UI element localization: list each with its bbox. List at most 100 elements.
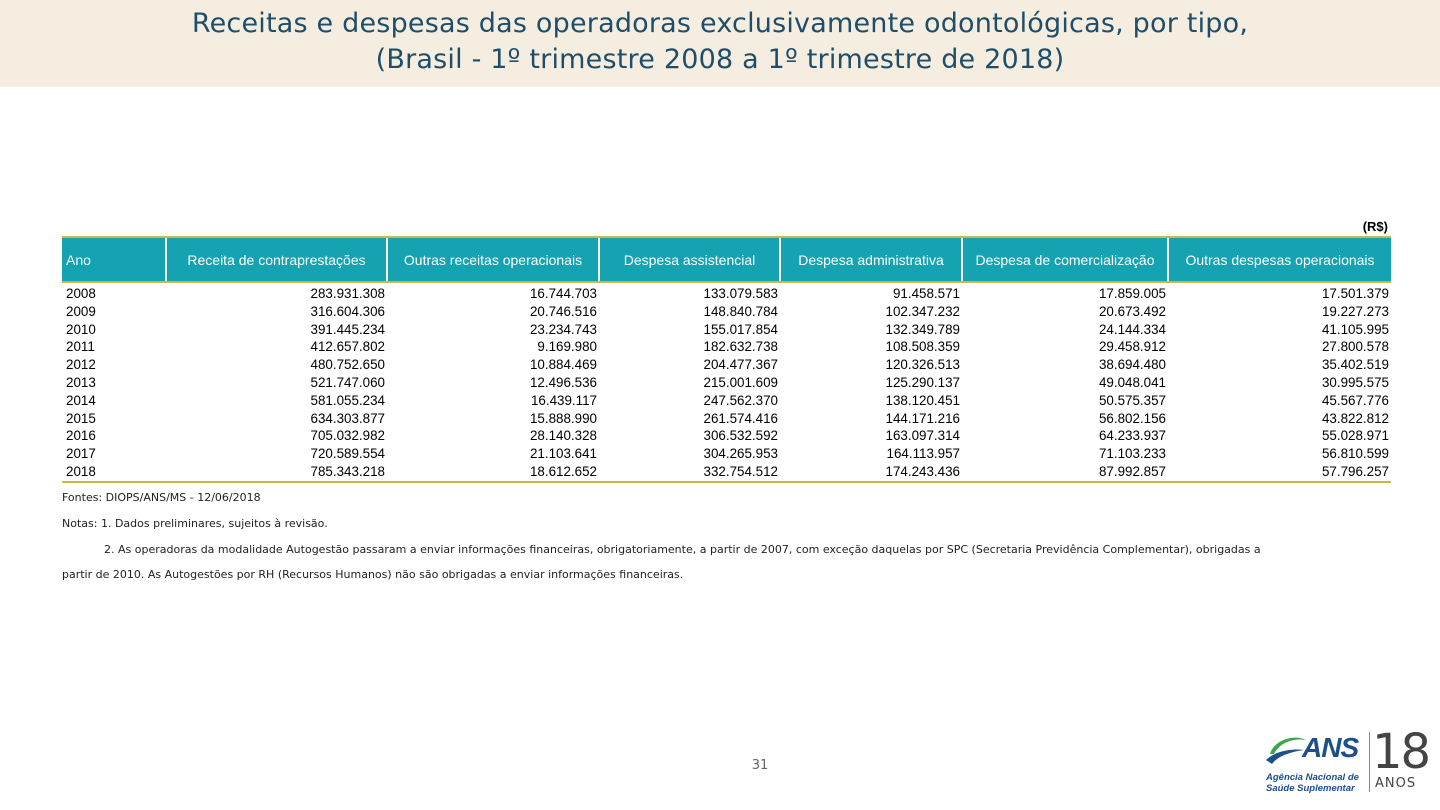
table-row: 2012 480.752.650 10.884.469 204.477.367 120.… [62, 356, 1391, 374]
value-cell: 155.017.854 [703, 321, 778, 337]
value-cell: 10.884.469 [529, 357, 597, 373]
value-cell: 23.234.743 [529, 321, 597, 337]
ans-logo-wordmark: ANS [1302, 732, 1359, 763]
table-row: 2010 391.445.234 23.234.743 155.017.854 132.… [62, 321, 1391, 339]
header-receita-contraprestacoes: Receita de contraprestações [165, 236, 387, 283]
value-cell: 28.140.328 [529, 428, 597, 444]
value-cell: 391.445.234 [310, 321, 385, 337]
anniversary-number: 18 [1372, 724, 1431, 780]
value-cell: 480.752.650 [310, 357, 385, 373]
year-cell: 2017 [66, 446, 96, 462]
value-cell: 50.575.357 [1098, 392, 1166, 408]
table-row: 2016 705.032.982 28.140.328 306.532.592 163.… [62, 427, 1391, 445]
ans-logo: ANS Agência Nacional de Saúde Suplementa… [1262, 724, 1432, 798]
header-outras-receitas: Outras receitas operacionais [386, 236, 599, 283]
table-row: 2014 581.055.234 16.439.117 247.562.370 138.… [62, 392, 1391, 410]
ans-logo-subtitle: Agência Nacional de Saúde Suplementar [1266, 772, 1366, 794]
value-cell: 306.532.592 [703, 428, 778, 444]
value-cell: 21.103.641 [529, 446, 597, 462]
value-cell: 204.477.367 [703, 357, 778, 373]
value-cell: 91.458.571 [892, 286, 960, 301]
value-cell: 148.840.784 [703, 303, 778, 319]
anniversary-label: ANOS [1375, 776, 1417, 791]
value-cell: 20.673.492 [1098, 303, 1166, 319]
year-cell: 2011 [66, 339, 95, 355]
value-cell: 30.995.575 [1321, 374, 1389, 390]
logo-divider [1369, 732, 1370, 792]
title-band: Receitas e despesas das operadoras exclu… [0, 0, 1440, 87]
value-cell: 634.303.877 [310, 410, 385, 426]
value-cell: 164.113.957 [886, 446, 960, 462]
value-cell: 133.079.583 [703, 286, 778, 301]
value-cell: 144.171.216 [885, 410, 960, 426]
value-cell: 38.694.480 [1098, 357, 1166, 373]
table-row: 2018 785.343.218 18.612.652 332.754.512 174.… [62, 462, 1391, 483]
value-cell: 332.754.512 [599, 462, 780, 483]
value-cell: 19.227.273 [1321, 303, 1389, 319]
table-row: 2013 521.747.060 12.496.536 215.001.609 125.… [62, 374, 1391, 392]
value-cell: 102.347.232 [885, 303, 960, 319]
value-cell: 43.822.812 [1321, 410, 1389, 426]
value-cell: 55.028.971 [1321, 428, 1389, 444]
year-cell: 2018 [62, 462, 166, 483]
header-despesa-administrativa: Despesa administrativa [779, 236, 962, 283]
value-cell: 182.632.738 [703, 339, 778, 355]
header-despesa-comercializacao: Despesa de comercialização [961, 236, 1168, 283]
header-despesa-assistencial: Despesa assistencial [598, 236, 780, 283]
value-cell: 521.747.060 [310, 374, 385, 390]
value-cell: 15.888.990 [529, 410, 597, 426]
table-body: 2008 283.931.308 16.744.703 133.079.583 91.4… [62, 282, 1391, 483]
year-cell: 2015 [66, 410, 96, 426]
value-cell: 138.120.451 [885, 392, 960, 408]
page-number: 31 [751, 758, 769, 773]
value-cell: 705.032.982 [310, 428, 385, 444]
financial-table: Ano Receita de contraprestações Outras r… [62, 236, 1391, 483]
value-cell: 247.562.370 [703, 392, 778, 408]
value-cell: 41.105.995 [1321, 321, 1389, 337]
value-cell: 261.574.416 [703, 410, 778, 426]
note-2-continued: partir de 2010. As Autogestões por RH (R… [62, 568, 684, 581]
ans-logo-icon [1266, 737, 1306, 764]
year-cell: 2008 [66, 286, 96, 301]
value-cell: 108.508.359 [885, 339, 960, 355]
value-cell: 316.604.306 [310, 303, 385, 319]
value-cell: 56.802.156 [1098, 410, 1166, 426]
value-cell: 24.144.334 [1098, 321, 1166, 337]
value-cell: 16.439.117 [530, 392, 597, 408]
page-title-line-2: (Brasil - 1º trimestre 2008 a 1º trimest… [375, 44, 1065, 75]
header-outras-despesas: Outras despesas operacionais [1167, 236, 1391, 283]
year-cell: 2016 [66, 428, 96, 444]
year-cell: 2013 [66, 374, 96, 390]
value-cell: 785.343.218 [166, 462, 387, 483]
value-cell: 27.800.578 [1321, 339, 1389, 355]
value-cell: 56.810.599 [1321, 446, 1389, 462]
note-2: 2. As operadoras da modalidade Autogestã… [104, 543, 1261, 556]
value-cell: 57.796.257 [1168, 462, 1391, 483]
value-cell: 29.458.912 [1098, 339, 1166, 355]
page-title-line-1: Receitas e despesas das operadoras exclu… [191, 8, 1249, 39]
value-cell: 71.103.233 [1098, 446, 1166, 462]
value-cell: 18.612.652 [387, 462, 599, 483]
table-row: 2017 720.589.554 21.103.641 304.265.953 164.… [62, 445, 1391, 463]
source-note: Fontes: DIOPS/ANS/MS - 12/06/2018 [62, 491, 261, 504]
table-row: 2015 634.303.877 15.888.990 261.574.416 144.… [62, 410, 1391, 428]
year-cell: 2009 [66, 303, 96, 319]
value-cell: 125.290.137 [885, 374, 960, 390]
table-row: 2008 283.931.308 16.744.703 133.079.583 91.4… [62, 282, 1391, 303]
year-cell: 2012 [66, 357, 96, 373]
value-cell: 16.744.703 [529, 286, 597, 301]
value-cell: 9.169.980 [537, 339, 597, 355]
value-cell: 17.501.379 [1321, 286, 1389, 301]
note-1: Notas: 1. Dados preliminares, sujeitos à… [62, 517, 328, 530]
table-row: 2011 412.657.802 9.169.980 182.632.738 108.5… [62, 338, 1391, 356]
ans-logo-subtitle-line-1: Agência Nacional de [1266, 772, 1359, 783]
ans-logo-subtitle-line-2: Saúde Suplementar [1266, 783, 1355, 794]
table-header-row: Ano Receita de contraprestações Outras r… [62, 236, 1391, 283]
table-row: 2009 316.604.306 20.746.516 148.840.784 102.… [62, 303, 1391, 321]
value-cell: 304.265.953 [703, 446, 778, 462]
header-year: Ano [62, 236, 166, 283]
year-cell: 2010 [66, 321, 96, 337]
value-cell: 120.326.513 [885, 357, 960, 373]
value-cell: 20.746.516 [529, 303, 597, 319]
value-cell: 215.001.609 [703, 374, 778, 390]
